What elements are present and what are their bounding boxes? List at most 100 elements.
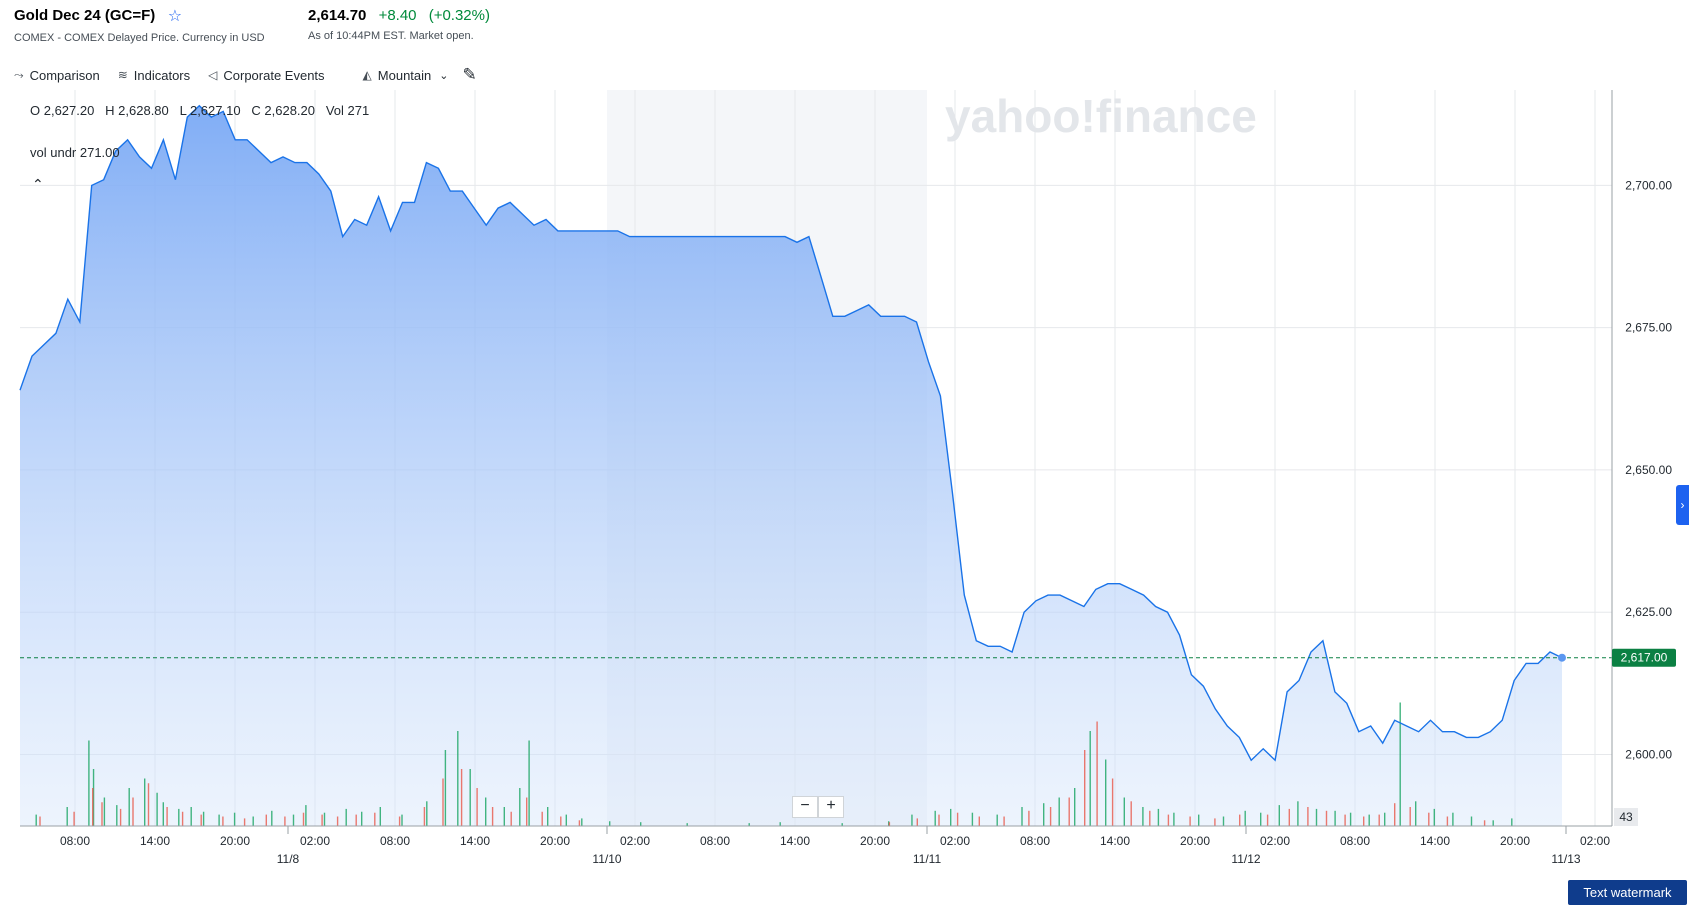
volume-bar-down: [442, 778, 444, 826]
volume-bar-down: [336, 816, 339, 826]
volume-bar-up: [1315, 808, 1318, 826]
volume-bar-up: [128, 788, 130, 826]
volume-bar-down: [526, 797, 528, 826]
date-label: 11/11: [913, 852, 942, 866]
volume-bar-up: [92, 769, 95, 826]
volume-bar-down: [1394, 803, 1396, 826]
volume-bar-up: [1260, 812, 1262, 826]
comparison-button[interactable]: ⤳ Comparison: [14, 68, 100, 83]
volume-bar-up: [190, 807, 192, 826]
chevron-up-icon[interactable]: ⌃: [32, 176, 44, 192]
chevron-right-icon[interactable]: ›: [1676, 485, 1689, 525]
volume-bar-down: [132, 797, 134, 826]
volume-bar-down: [541, 811, 543, 826]
volume-bar-down: [1363, 816, 1365, 826]
volume-bar-up: [233, 812, 236, 826]
volume-bar-up: [345, 808, 347, 826]
volume-bar-down: [284, 816, 286, 826]
chart-area[interactable]: yahoo!finance 2,700.00 2,675.00 2,650.00 2,…: [0, 90, 1689, 890]
volume-bar-up: [1074, 788, 1076, 826]
last-price-text: 2,617.00: [1621, 651, 1668, 665]
volume-bar-down: [265, 814, 267, 826]
as-of-timestamp: As of 10:44PM EST. Market open.: [308, 30, 474, 42]
volume-bar-up: [144, 778, 146, 826]
y-tick-label: 2,650.00: [1625, 463, 1672, 477]
star-icon[interactable]: ☆: [167, 8, 183, 25]
x-tick-label: 20:00: [1180, 834, 1210, 848]
volume-bar-up: [292, 814, 295, 826]
volume-bar-down: [1288, 808, 1290, 826]
volume-bars: [35, 702, 1513, 826]
x-tick-label: 08:00: [1020, 834, 1050, 848]
volume-bar-up: [528, 740, 530, 826]
volume-bar-up: [218, 814, 220, 826]
volume-bar-down: [510, 811, 512, 826]
volume-bar-down: [147, 783, 150, 826]
volume-bar-down: [1239, 814, 1241, 826]
text-watermark-button[interactable]: Text watermark: [1568, 880, 1687, 905]
x-tick-label: 08:00: [700, 834, 730, 848]
price-change: +8.40: [378, 7, 417, 24]
price-change-percent: (+0.32%): [428, 7, 490, 24]
x-tick-label: 02:00: [620, 834, 650, 848]
zoom-in-button[interactable]: +: [818, 796, 844, 818]
volume-bar-up: [252, 816, 254, 826]
x-tick-label: 14:00: [1100, 834, 1130, 848]
x-tick-label: 02:00: [940, 834, 970, 848]
volume-bar-down: [1167, 814, 1170, 826]
volume-value-box: 43: [1614, 808, 1638, 826]
volume-bar-down: [938, 814, 940, 826]
date-label: 11/13: [1551, 852, 1580, 866]
volume-bar-up: [202, 811, 205, 826]
y-tick-label: 2,700.00: [1625, 178, 1672, 192]
volume-bar-up: [841, 823, 843, 826]
volume-bar-up: [485, 797, 487, 826]
volume-bar-up: [361, 811, 363, 826]
corporate-events-button[interactable]: ◁ Corporate Events: [208, 68, 324, 83]
zoom-out-button[interactable]: −: [792, 796, 818, 818]
chart-type-dropdown[interactable]: ◭ Mountain ⌄: [363, 68, 449, 83]
volume-bar-up: [401, 814, 403, 826]
price-chart[interactable]: yahoo!finance 2,700.002,675.002,650.002,…: [0, 90, 1689, 890]
volume-bar-down: [222, 816, 224, 826]
draw-tool-button[interactable]: ✎: [462, 65, 476, 85]
volume-bar-up: [457, 731, 459, 826]
volume-bar-down: [1189, 816, 1191, 826]
volume-bar-up: [1349, 812, 1352, 826]
volume-bar-up: [565, 814, 567, 826]
volume-bar-up: [444, 750, 447, 826]
volume-bar-down: [302, 812, 305, 826]
volume-bar-up: [35, 814, 37, 826]
quote-header: Gold Dec 24 (GC=F) ☆ COMEX - COMEX Delay…: [14, 6, 265, 44]
volume-bar-up: [1089, 731, 1091, 826]
volume-bar-up: [103, 797, 106, 826]
volume-bar-down: [39, 816, 41, 826]
volume-bar-up: [178, 808, 180, 826]
volume-bar-down: [1049, 807, 1052, 826]
volume-bar-up: [640, 822, 642, 826]
volume-bar-up: [1415, 801, 1417, 826]
ohlc-legend: O 2,627.20 H 2,628.80 L 2,627.10 C 2,628…: [30, 103, 370, 118]
volume-bar-down: [1307, 807, 1309, 826]
volume-bar-up: [581, 818, 583, 826]
volume-bar-down: [888, 822, 891, 826]
current-price: 2,614.70: [308, 7, 367, 24]
corporate-events-label: Corporate Events: [223, 67, 325, 83]
volume-value-text: 43: [1619, 810, 1633, 824]
indicators-label: Indicators: [133, 67, 191, 83]
indicators-icon: ≋: [117, 68, 128, 82]
volume-bar-up: [156, 792, 158, 826]
volume-bar-up: [1173, 812, 1175, 826]
volume-bar-up: [1142, 807, 1144, 826]
volume-bar-down: [978, 816, 980, 826]
indicators-button[interactable]: ≋ Indicators: [118, 68, 190, 83]
volume-bar-up: [1222, 816, 1225, 826]
volume-bar-up: [686, 823, 688, 826]
comparison-icon: ⤳: [14, 67, 24, 82]
x-tick-label: 14:00: [1420, 834, 1450, 848]
volume-bar-up: [1058, 797, 1060, 826]
x-tick-label: 02:00: [1580, 834, 1610, 848]
volume-bar-up: [950, 808, 952, 826]
volume-bar-down: [101, 802, 103, 826]
volume-bar-up: [323, 812, 326, 826]
